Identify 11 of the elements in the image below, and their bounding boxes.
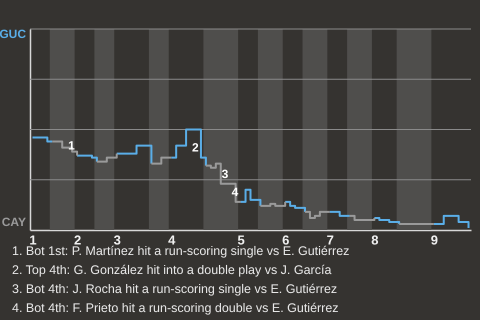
- x-tick-label: 8: [371, 232, 378, 248]
- text: 3. Bot 4th: J. Rocha hit a run-scoring single vs E. Gutiérrez: [12, 282, 338, 296]
- text: CAY: [2, 215, 26, 229]
- annotation: 1: [68, 138, 76, 153]
- annotation: 4: [232, 184, 239, 199]
- annotation: 2: [192, 140, 199, 155]
- annotation: 3: [222, 166, 229, 181]
- x-tick-label: 9: [430, 232, 438, 248]
- text: 2. Top 4th: G. González hit into a double play vs J. García: [12, 263, 332, 277]
- text: GUC: [0, 27, 26, 41]
- text: 4. Bot 4th: F. Prieto hit a run-scoring double vs E. Gutiérrez: [12, 301, 339, 315]
